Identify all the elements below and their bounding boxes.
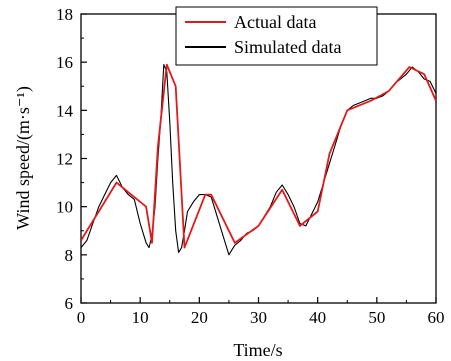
x-tick-label: 10	[132, 308, 149, 327]
series-line-actual	[81, 65, 436, 248]
x-tick-label: 50	[368, 308, 385, 327]
x-tick-label: 60	[428, 308, 445, 327]
x-axis-title: Time/s	[233, 340, 282, 360]
y-tick-label: 16	[56, 53, 73, 72]
legend-label-actual: Actual data	[234, 12, 316, 32]
y-tick-label: 6	[65, 294, 74, 313]
y-tick-label: 14	[56, 101, 74, 120]
legend: Actual data Simulated data	[176, 7, 377, 65]
x-tick-label: 40	[309, 308, 326, 327]
y-tick-label: 12	[56, 150, 73, 169]
x-tick-label: 30	[250, 308, 267, 327]
y-axis-title: Wind speed/(m·s⁻¹)	[13, 86, 34, 230]
y-tick-label: 8	[65, 246, 74, 265]
x-tick-label: 0	[77, 308, 86, 327]
y-tick-label: 18	[56, 5, 73, 24]
series-layer	[81, 65, 436, 255]
y-tick-label: 10	[56, 198, 73, 217]
x-tick-label: 20	[191, 308, 208, 327]
legend-label-simulated: Simulated data	[234, 37, 341, 57]
